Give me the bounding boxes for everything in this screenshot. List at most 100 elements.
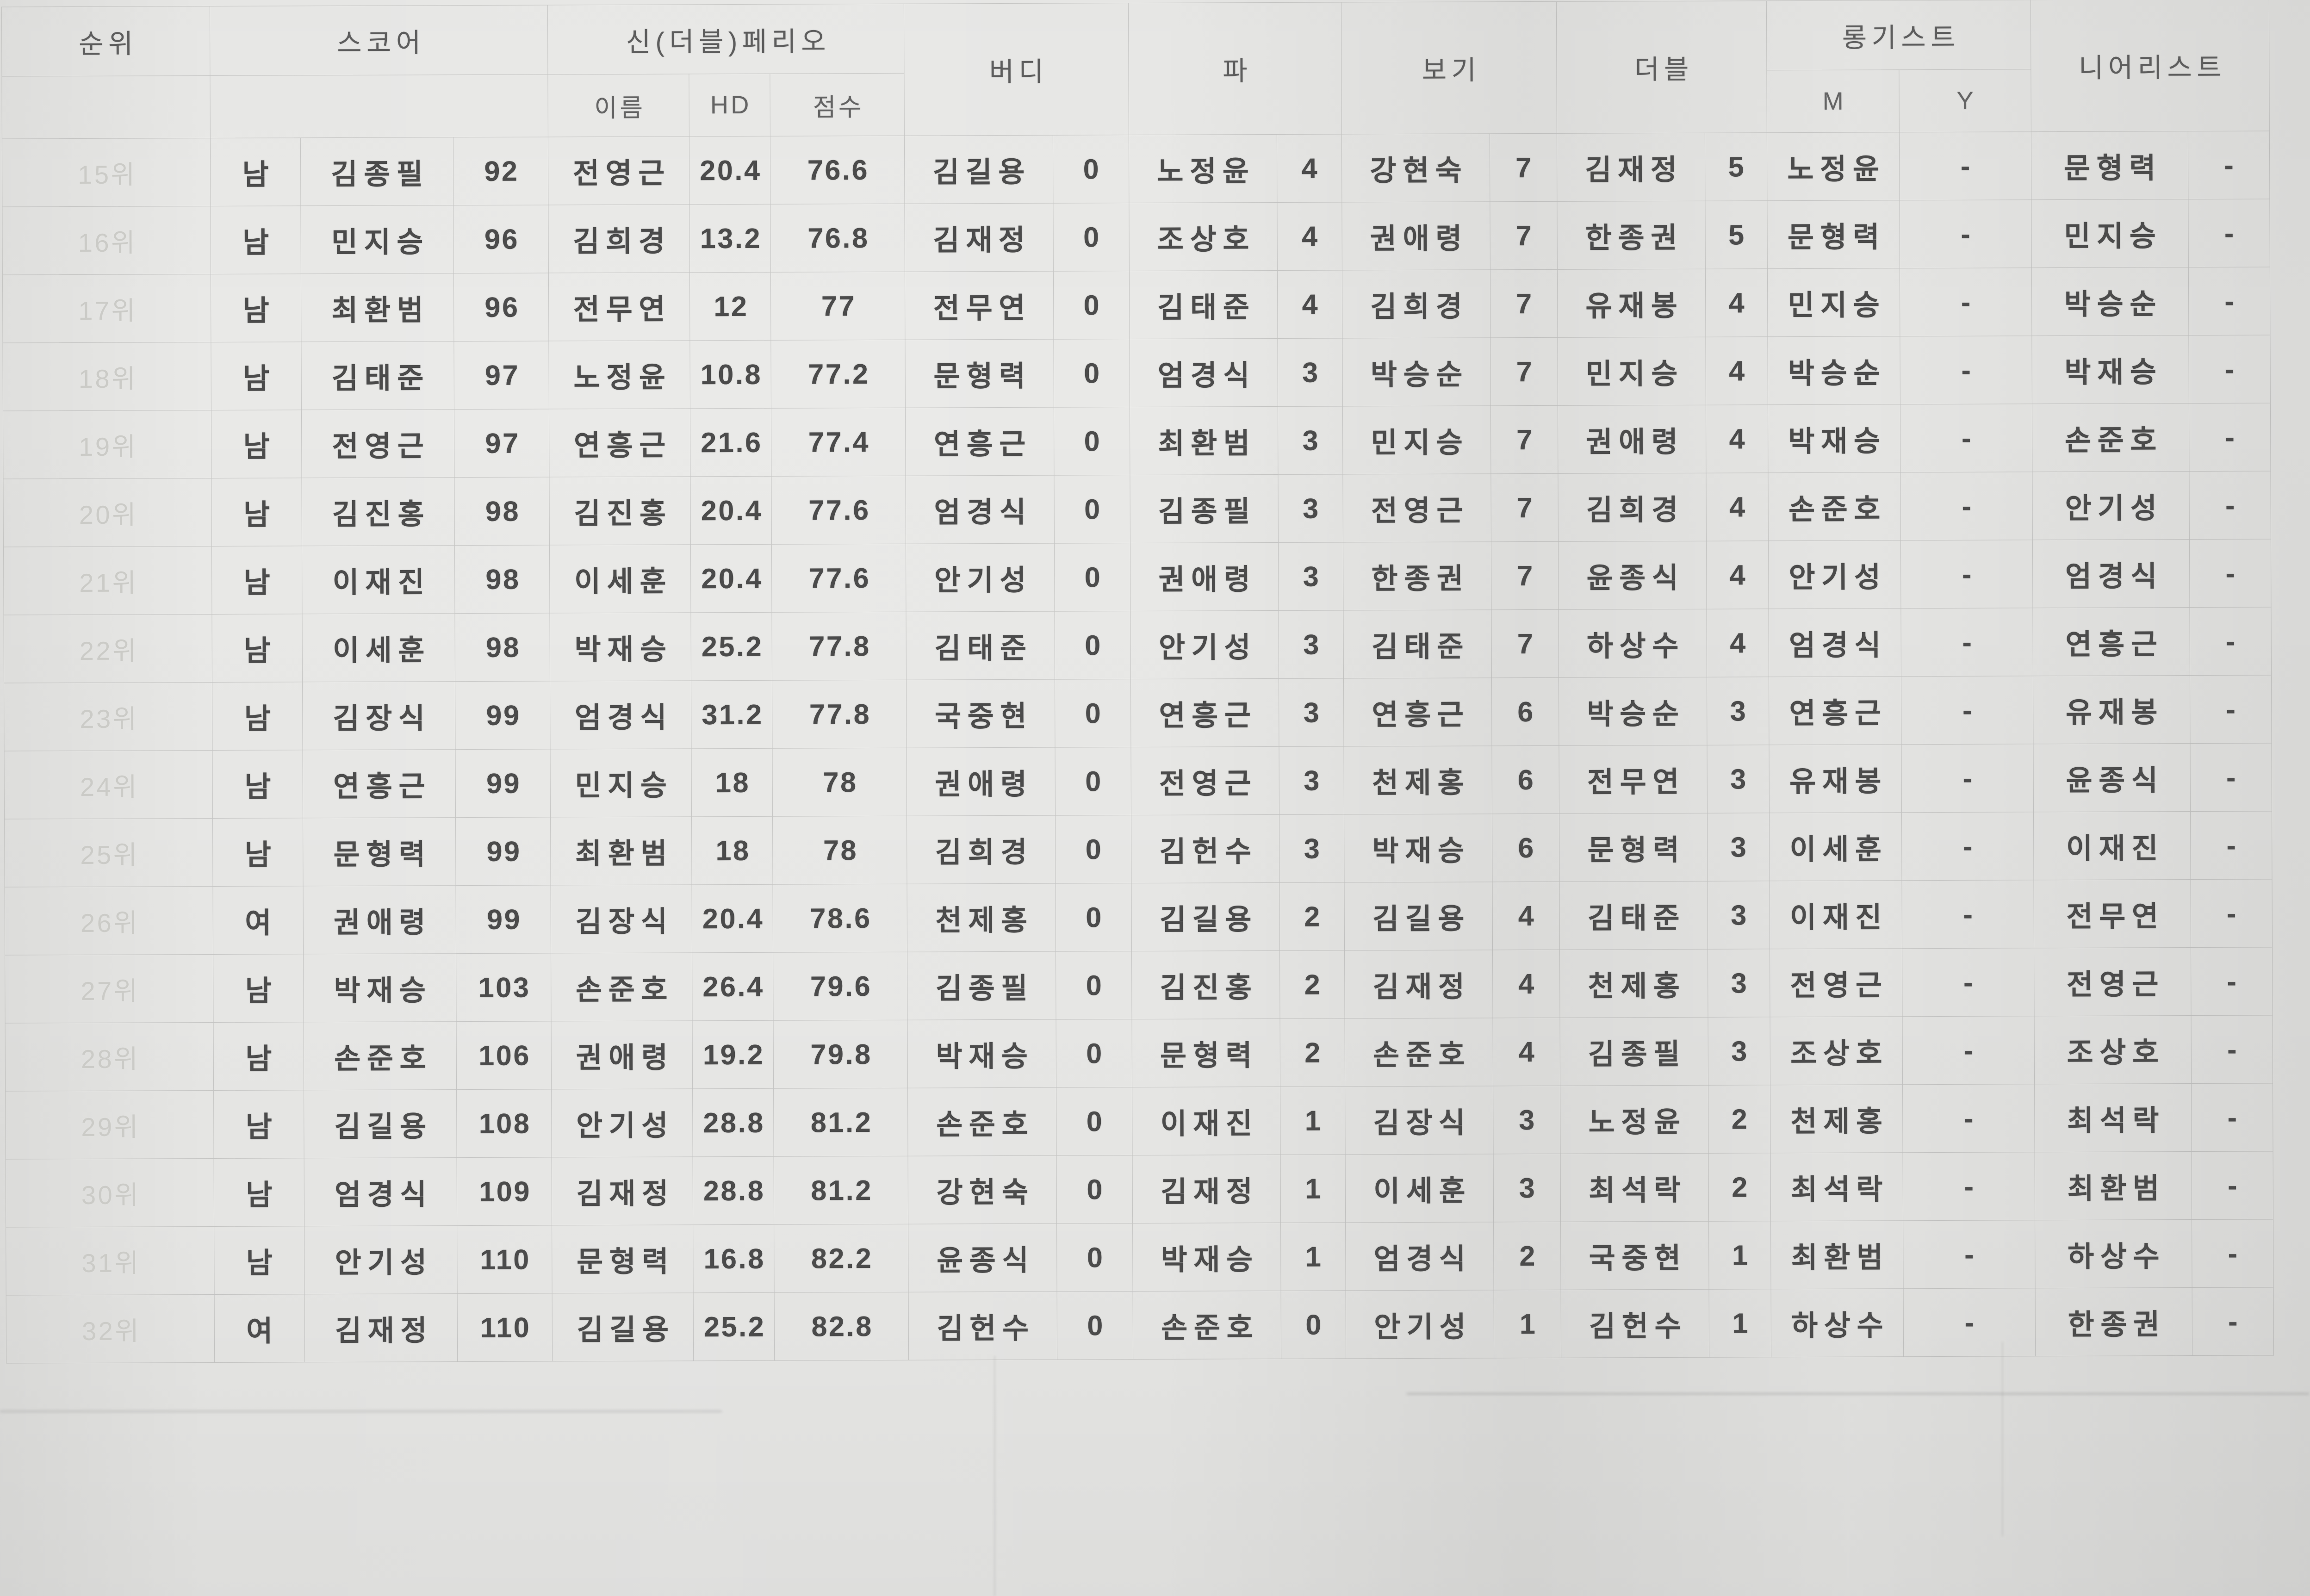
par-name-cell: 손준호 xyxy=(1133,1291,1282,1360)
bogey-count-cell: 7 xyxy=(1490,269,1558,338)
gender-cell: 남 xyxy=(211,478,302,546)
score-value-cell: 99 xyxy=(455,681,551,750)
double-count-cell: 5 xyxy=(1705,133,1768,201)
bogey-name-cell: 이세훈 xyxy=(1345,1154,1494,1223)
longest-y-cell: - xyxy=(1900,268,2032,337)
double-name-cell: 김태준 xyxy=(1559,881,1708,950)
birdie-name-cell: 김헌수 xyxy=(908,1292,1058,1360)
nearest-value-cell: - xyxy=(2192,1287,2274,1356)
header-new-peoria: 신(더블)페리오 xyxy=(547,4,905,75)
score-name-cell: 엄경식 xyxy=(304,1158,458,1227)
header-longest-y: Y xyxy=(1899,69,2031,133)
nearest-name-cell: 박승순 xyxy=(2031,267,2189,336)
rank-cell: 22위 xyxy=(4,614,212,683)
score-name-cell: 이세훈 xyxy=(302,614,455,683)
gender-cell: 남 xyxy=(214,1226,305,1295)
gender-cell: 남 xyxy=(214,1090,304,1159)
peoria-name-cell: 엄경식 xyxy=(550,681,692,750)
birdie-count-cell: 0 xyxy=(1054,339,1130,408)
par-name-cell: 전영근 xyxy=(1131,746,1280,816)
score-name-cell: 문형력 xyxy=(303,818,456,887)
bogey-count-cell: 4 xyxy=(1493,950,1560,1018)
longest-y-cell: - xyxy=(1903,1220,2036,1289)
bogey-name-cell: 박승순 xyxy=(1342,338,1491,407)
nearest-value-cell: - xyxy=(2192,1219,2274,1288)
nearest-name-cell: 하상수 xyxy=(2035,1220,2192,1289)
longest-m-cell: 하상수 xyxy=(1771,1289,1904,1358)
rank-cell: 19위 xyxy=(3,410,212,479)
birdie-name-cell: 전무연 xyxy=(905,271,1054,340)
peoria-hd-cell: 25.2 xyxy=(691,612,772,681)
birdie-name-cell: 김희경 xyxy=(907,815,1056,884)
double-name-cell: 김희경 xyxy=(1558,473,1707,542)
birdie-count-cell: 0 xyxy=(1056,1087,1133,1156)
score-value-cell: 109 xyxy=(457,1157,553,1226)
peoria-name-cell: 전무연 xyxy=(548,273,690,342)
birdie-count-cell: 0 xyxy=(1057,1292,1134,1360)
nearest-name-cell: 유재봉 xyxy=(2033,676,2191,745)
header-longest-m: M xyxy=(1767,70,1900,133)
double-count-cell: 4 xyxy=(1706,473,1769,541)
bogey-name-cell: 민지승 xyxy=(1342,406,1491,475)
longest-m-cell: 노정윤 xyxy=(1767,132,1900,201)
peoria-name-cell: 이세훈 xyxy=(549,545,691,614)
birdie-count-cell: 0 xyxy=(1054,543,1131,612)
double-name-cell: 국중현 xyxy=(1561,1221,1709,1290)
score-value-cell: 97 xyxy=(454,409,550,478)
rank-cell: 31위 xyxy=(6,1226,215,1296)
nearest-name-cell: 손준호 xyxy=(2032,404,2190,472)
double-name-cell: 천제홍 xyxy=(1560,949,1708,1018)
gender-cell: 남 xyxy=(211,410,302,478)
par-count-cell: 4 xyxy=(1277,202,1342,271)
longest-m-cell: 이재진 xyxy=(1770,881,1903,950)
bogey-count-cell: 7 xyxy=(1490,201,1558,270)
double-name-cell: 문형력 xyxy=(1559,813,1708,882)
header-double: 더블 xyxy=(1556,1,1767,134)
gender-cell: 여 xyxy=(214,1294,305,1363)
birdie-name-cell: 김종필 xyxy=(907,951,1056,1020)
longest-m-cell: 연흥근 xyxy=(1769,677,1902,745)
bogey-name-cell: 권애령 xyxy=(1342,202,1490,271)
gender-cell: 남 xyxy=(211,274,302,342)
par-count-cell: 2 xyxy=(1280,1018,1346,1087)
peoria-name-cell: 손준호 xyxy=(551,953,693,1022)
peoria-score-cell: 76.6 xyxy=(770,136,905,205)
par-name-cell: 김진홍 xyxy=(1132,950,1280,1020)
peoria-score-cell: 81.2 xyxy=(774,1156,909,1225)
par-name-cell: 조상호 xyxy=(1129,202,1278,272)
peoria-score-cell: 78 xyxy=(773,816,907,885)
birdie-name-cell: 권애령 xyxy=(907,747,1056,816)
birdie-name-cell: 윤종식 xyxy=(908,1223,1057,1292)
birdie-name-cell: 문형력 xyxy=(905,339,1054,408)
longest-y-cell: - xyxy=(1903,1084,2035,1153)
double-count-cell: 3 xyxy=(1708,813,1770,882)
peoria-score-cell: 82.8 xyxy=(774,1292,909,1361)
nearest-value-cell: - xyxy=(2190,743,2272,812)
birdie-count-cell: 0 xyxy=(1056,815,1132,884)
bogey-count-cell: 4 xyxy=(1492,882,1560,950)
longest-y-cell: - xyxy=(1902,948,2035,1017)
longest-y-cell: - xyxy=(1900,472,2033,541)
peoria-name-cell: 안기성 xyxy=(552,1089,693,1158)
score-value-cell: 96 xyxy=(453,205,549,274)
paper-crease-right xyxy=(2002,1342,2003,1536)
peoria-hd-cell: 28.8 xyxy=(693,1156,775,1225)
longest-m-cell: 민지승 xyxy=(1767,268,1900,337)
peoria-hd-cell: 20.4 xyxy=(690,476,772,545)
peoria-score-cell: 77.4 xyxy=(771,408,906,477)
birdie-count-cell: 0 xyxy=(1055,679,1131,748)
peoria-name-cell: 김길용 xyxy=(552,1293,694,1362)
par-count-cell: 0 xyxy=(1281,1291,1347,1359)
rank-cell: 24위 xyxy=(4,750,213,820)
par-name-cell: 권애령 xyxy=(1130,542,1279,612)
paper-smudge-left xyxy=(0,1410,722,1412)
bogey-count-cell: 7 xyxy=(1490,405,1559,474)
bogey-name-cell: 강현숙 xyxy=(1341,134,1490,203)
par-count-cell: 3 xyxy=(1279,610,1344,679)
bogey-name-cell: 천제홍 xyxy=(1344,746,1493,815)
longest-y-cell: - xyxy=(1901,676,2034,745)
double-name-cell: 최석락 xyxy=(1560,1153,1709,1222)
longest-y-cell: - xyxy=(1902,812,2034,881)
rank-cell: 20위 xyxy=(3,478,212,547)
